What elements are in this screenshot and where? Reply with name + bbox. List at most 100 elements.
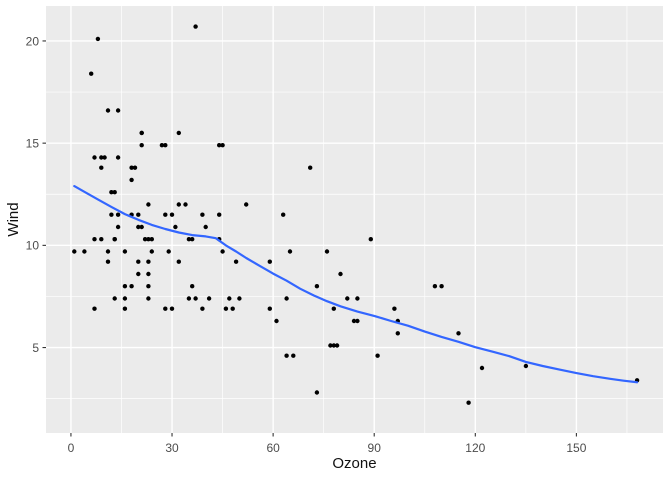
- data-point: [395, 331, 400, 336]
- data-point: [163, 143, 168, 148]
- data-point: [324, 249, 330, 254]
- y-axis-title: Wind: [5, 202, 22, 236]
- data-point: [122, 249, 128, 254]
- data-point: [99, 165, 104, 170]
- data-point: [274, 318, 279, 324]
- data-point: [129, 284, 134, 289]
- data-point: [149, 237, 154, 242]
- data-point: [439, 284, 444, 289]
- data-point: [186, 237, 192, 242]
- data-point: [183, 202, 188, 207]
- y-tick-label: 5: [32, 341, 39, 355]
- data-point: [92, 237, 97, 242]
- data-point: [338, 271, 343, 277]
- data-point: [186, 296, 192, 301]
- data-point: [115, 224, 121, 230]
- x-tick-label: 0: [68, 441, 75, 455]
- axes: 0 30 60 90 120 150 5 10 15 20: [26, 34, 587, 455]
- data-point: [105, 249, 111, 254]
- data-point: [328, 343, 333, 348]
- y-tick-label: 15: [26, 136, 40, 150]
- data-point: [392, 306, 397, 311]
- data-point: [115, 108, 121, 113]
- data-point: [456, 331, 461, 336]
- data-point: [146, 296, 151, 301]
- data-point: [122, 284, 128, 289]
- data-point: [193, 296, 198, 301]
- data-point: [146, 259, 151, 264]
- data-point: [314, 390, 320, 395]
- data-point: [159, 143, 165, 148]
- data-point: [220, 249, 225, 254]
- data-point: [146, 237, 151, 242]
- data-point: [523, 363, 529, 369]
- data-point: [169, 306, 175, 311]
- data-point: [89, 71, 94, 76]
- data-point: [92, 155, 97, 160]
- data-point: [220, 143, 225, 148]
- plot-panel: [46, 6, 663, 433]
- x-axis-title: Ozone: [332, 455, 376, 472]
- data-point: [351, 318, 357, 324]
- data-point: [146, 271, 151, 277]
- data-point: [72, 249, 77, 254]
- data-point: [176, 130, 181, 136]
- data-point: [95, 36, 101, 42]
- data-point: [233, 259, 239, 264]
- data-point: [92, 306, 97, 311]
- data-point: [375, 353, 380, 358]
- data-point: [355, 296, 360, 301]
- y-tick-label: 10: [26, 239, 40, 253]
- data-point: [291, 353, 296, 358]
- data-point: [109, 212, 114, 217]
- data-point: [308, 165, 313, 170]
- data-point: [136, 224, 141, 230]
- data-point: [139, 224, 144, 230]
- data-point: [146, 284, 151, 289]
- data-point: [267, 259, 272, 264]
- data-point: [287, 249, 293, 254]
- data-point: [146, 202, 151, 207]
- data-point: [355, 318, 360, 324]
- data-point: [217, 143, 222, 148]
- data-point: [479, 365, 485, 371]
- panel-background: [46, 6, 663, 433]
- data-point: [82, 249, 87, 254]
- data-point: [284, 353, 289, 358]
- data-point: [190, 284, 195, 289]
- x-tick-label: 90: [368, 441, 382, 455]
- data-point: [227, 296, 232, 301]
- data-point: [163, 306, 168, 311]
- data-point: [432, 284, 438, 289]
- x-tick-label: 150: [566, 441, 586, 455]
- data-point: [122, 296, 128, 301]
- data-point: [115, 212, 121, 217]
- data-point: [331, 343, 336, 348]
- x-tick-label: 30: [165, 441, 179, 455]
- data-point: [115, 155, 121, 160]
- data-point: [331, 306, 336, 311]
- data-point: [466, 400, 471, 405]
- data-point: [139, 130, 144, 136]
- data-point: [334, 343, 340, 348]
- data-point: [244, 202, 249, 207]
- data-point: [112, 190, 117, 195]
- data-point: [200, 212, 205, 217]
- data-point: [102, 155, 107, 160]
- data-point: [136, 212, 141, 217]
- loess-smooth-line: [73, 185, 639, 384]
- data-point: [223, 306, 229, 311]
- data-point: [169, 212, 175, 217]
- data-point: [267, 306, 272, 311]
- data-point: [193, 24, 198, 29]
- data-point: [109, 190, 114, 195]
- data-point: [345, 296, 350, 301]
- data-point: [237, 296, 242, 301]
- data-point: [173, 224, 178, 230]
- data-point: [129, 177, 134, 183]
- data-point: [99, 155, 104, 160]
- data-point: [200, 306, 205, 311]
- data-point: [99, 237, 104, 242]
- data-point: [176, 259, 181, 264]
